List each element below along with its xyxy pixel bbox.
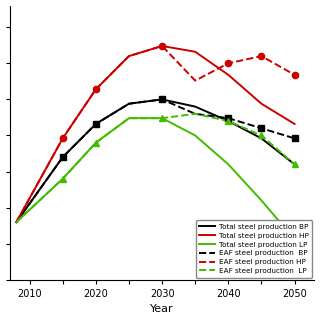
Line: Total steel production LP: Total steel production LP (16, 118, 295, 239)
Line: EAF steel production  LP: EAF steel production LP (16, 114, 295, 222)
Line: EAF steel production HP: EAF steel production HP (16, 46, 295, 222)
EAF steel production  BP (193, 112, 197, 116)
Total steel production HP (160, 44, 164, 48)
EAF steel production HP (160, 44, 164, 48)
Total steel production BP (94, 122, 98, 126)
Total steel production HP (14, 220, 18, 224)
EAF steel production  LP (127, 116, 131, 120)
Line: EAF steel production  BP: EAF steel production BP (16, 100, 295, 222)
X-axis label: Year: Year (150, 304, 174, 315)
EAF steel production  LP (61, 177, 65, 181)
Total steel production LP (193, 133, 197, 137)
Total steel production BP (227, 119, 230, 123)
Total steel production BP (160, 98, 164, 101)
Total steel production LP (227, 163, 230, 166)
Line: Total steel production BP: Total steel production BP (16, 100, 295, 222)
EAF steel production  LP (227, 119, 230, 123)
Total steel production LP (14, 220, 18, 224)
EAF steel production  LP (160, 116, 164, 120)
EAF steel production HP (61, 136, 65, 140)
Total steel production HP (260, 102, 263, 106)
EAF steel production  LP (293, 163, 297, 166)
Total steel production LP (293, 237, 297, 241)
Total steel production HP (94, 87, 98, 91)
EAF steel production HP (127, 54, 131, 58)
EAF steel production  BP (227, 116, 230, 120)
Total steel production HP (193, 50, 197, 54)
EAF steel production  LP (14, 220, 18, 224)
EAF steel production  LP (193, 112, 197, 116)
EAF steel production HP (227, 61, 230, 65)
Total steel production BP (127, 102, 131, 106)
Total steel production BP (61, 155, 65, 159)
Total steel production LP (160, 116, 164, 120)
EAF steel production  BP (293, 136, 297, 140)
Total steel production BP (193, 105, 197, 108)
Total steel production HP (293, 122, 297, 126)
Total steel production BP (14, 220, 18, 224)
EAF steel production HP (94, 87, 98, 91)
EAF steel production  LP (260, 133, 263, 137)
Total steel production HP (127, 54, 131, 58)
EAF steel production  BP (160, 98, 164, 101)
Total steel production LP (127, 116, 131, 120)
Total steel production HP (227, 73, 230, 77)
EAF steel production HP (193, 79, 197, 83)
EAF steel production  BP (127, 102, 131, 106)
EAF steel production  BP (94, 122, 98, 126)
Total steel production HP (61, 136, 65, 140)
Total steel production LP (260, 198, 263, 202)
Legend: Total steel production BP, Total steel production HP, Total steel production LP,: Total steel production BP, Total steel p… (196, 220, 312, 278)
EAF steel production  BP (260, 126, 263, 130)
EAF steel production  LP (94, 141, 98, 145)
EAF steel production HP (14, 220, 18, 224)
Line: Total steel production HP: Total steel production HP (16, 46, 295, 222)
EAF steel production HP (293, 73, 297, 77)
Total steel production BP (293, 163, 297, 166)
EAF steel production  BP (61, 155, 65, 159)
Total steel production BP (260, 136, 263, 140)
EAF steel production HP (260, 54, 263, 58)
EAF steel production  BP (14, 220, 18, 224)
Total steel production LP (94, 141, 98, 145)
Total steel production LP (61, 177, 65, 181)
